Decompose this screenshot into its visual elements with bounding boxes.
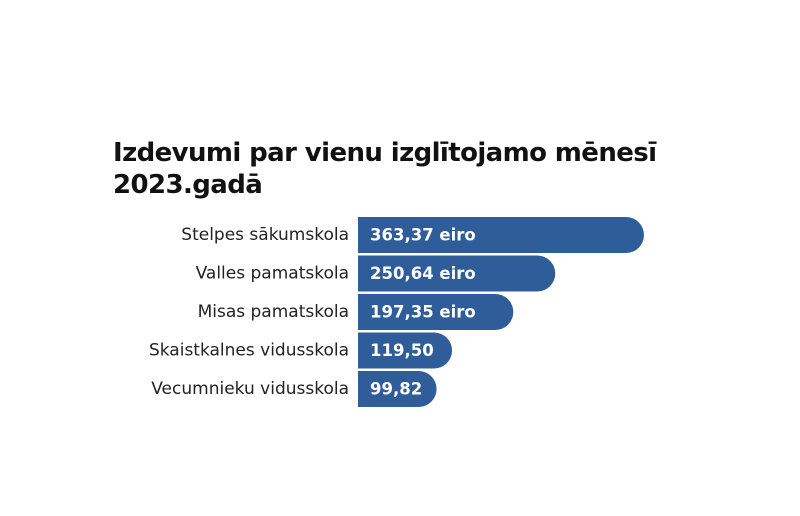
- chart-title-line-1: Izdevumi par vienu izglītojamo mēnesī: [113, 138, 657, 168]
- category-label-0: Stelpes sākumskola: [181, 225, 349, 245]
- category-label-3: Skaistkalnes vidusskola: [149, 341, 349, 361]
- value-label-2: 197,35 eiro: [370, 303, 476, 322]
- chart-title-line-2: 2023.gadā: [113, 170, 263, 200]
- value-label-0: 363,37 eiro: [370, 226, 476, 245]
- bar-0: [358, 217, 644, 253]
- category-label-2: Misas pamatskola: [198, 302, 349, 322]
- value-label-4: 99,82: [370, 380, 422, 399]
- value-label-3: 119,50: [370, 341, 434, 360]
- bar-4: [358, 371, 437, 407]
- bar-3: [358, 332, 453, 369]
- chart-title: Izdevumi par vienu izglītojamo mēnesī 20…: [113, 137, 713, 201]
- bar-2: [358, 294, 514, 330]
- bar-1: [358, 255, 556, 292]
- category-label-4: Vecumnieku vidusskola: [151, 379, 349, 399]
- value-label-1: 250,64 eiro: [370, 264, 476, 283]
- category-label-1: Valles pamatskola: [196, 264, 349, 284]
